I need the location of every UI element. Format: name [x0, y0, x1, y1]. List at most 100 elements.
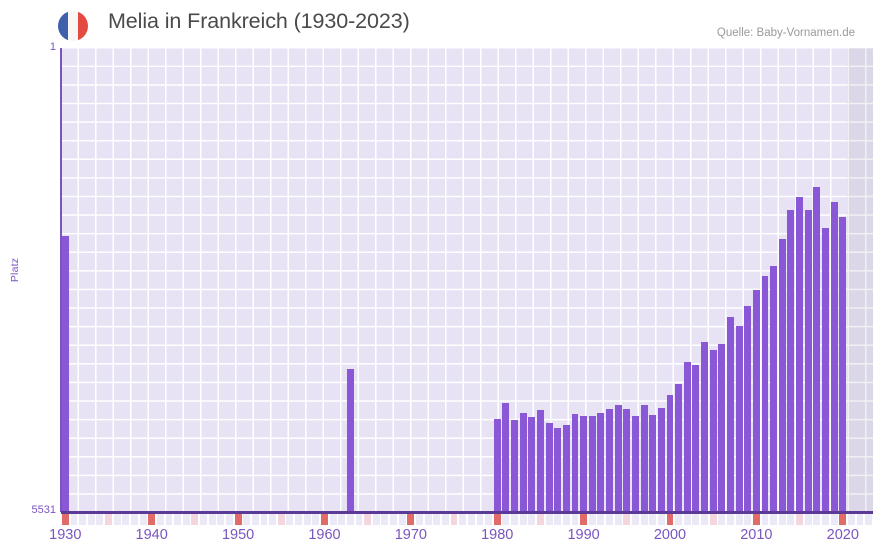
- bar[interactable]: [640, 405, 648, 512]
- bar[interactable]: [580, 416, 588, 512]
- x-tick-minor: [338, 514, 346, 525]
- x-tick-minor: [701, 514, 708, 525]
- bar[interactable]: [554, 428, 562, 512]
- bar[interactable]: [735, 326, 743, 512]
- x-tick-minor: [200, 514, 207, 525]
- x-tick-minor: [96, 514, 104, 525]
- bar[interactable]: [536, 410, 544, 512]
- x-tick-minor: [295, 514, 302, 525]
- bar[interactable]: [778, 239, 786, 512]
- x-axis-tick-label: 2010: [740, 527, 773, 543]
- bar[interactable]: [597, 412, 605, 512]
- bar[interactable]: [709, 349, 717, 512]
- x-tick-minor: [545, 514, 553, 525]
- x-tick-minor: [346, 514, 354, 525]
- bar[interactable]: [657, 407, 665, 512]
- bar[interactable]: [606, 408, 613, 512]
- x-tick-minor: [459, 514, 467, 525]
- bar[interactable]: [744, 306, 752, 512]
- x-tick-minor: [87, 514, 95, 525]
- x-tick-major: [321, 514, 328, 525]
- x-tick-minor: [156, 514, 164, 525]
- grid: [61, 48, 873, 512]
- bar[interactable]: [683, 361, 691, 512]
- bar[interactable]: [804, 209, 812, 512]
- bar[interactable]: [675, 384, 683, 512]
- x-tick-minor: [822, 514, 829, 525]
- source-attribution: Quelle: Baby-Vornamen.de: [716, 27, 855, 39]
- x-tick-minor: [562, 514, 570, 525]
- x-tick-minor: [303, 514, 311, 525]
- x-tick-minor: [519, 514, 527, 525]
- bar[interactable]: [61, 235, 69, 512]
- bar[interactable]: [796, 197, 804, 512]
- x-tick-minor: [830, 514, 838, 525]
- bar[interactable]: [528, 417, 536, 512]
- y-axis-title: Platz: [9, 257, 21, 283]
- bar[interactable]: [822, 228, 829, 512]
- bar[interactable]: [623, 408, 631, 512]
- bar[interactable]: [692, 365, 700, 512]
- bar[interactable]: [493, 418, 501, 512]
- x-tick-minor: [286, 514, 294, 525]
- bar[interactable]: [631, 416, 639, 512]
- x-tick-half: [709, 514, 717, 525]
- bar[interactable]: [727, 317, 734, 512]
- x-tick-minor: [847, 514, 855, 525]
- x-tick-minor: [692, 514, 700, 525]
- x-tick-half: [536, 514, 544, 525]
- x-tick-minor: [70, 514, 78, 525]
- x-tick-major: [148, 514, 156, 525]
- x-tick-minor: [804, 514, 812, 525]
- x-tick-minor: [865, 514, 873, 525]
- x-tick-major: [580, 514, 588, 525]
- x-axis-tick-label: 1970: [394, 527, 427, 543]
- x-axis-tick-label: 2020: [826, 527, 859, 543]
- bar[interactable]: [718, 344, 726, 512]
- x-tick-minor: [511, 514, 518, 525]
- x-tick-minor: [787, 514, 795, 525]
- bar[interactable]: [787, 209, 795, 512]
- shaded-region: [847, 48, 873, 512]
- y-axis-top-label: 1: [49, 41, 56, 53]
- x-tick-half: [450, 514, 458, 525]
- x-tick-minor: [675, 514, 683, 525]
- bar[interactable]: [666, 395, 674, 512]
- x-tick-minor: [614, 514, 622, 525]
- bar[interactable]: [571, 413, 579, 512]
- x-tick-half: [277, 514, 285, 525]
- x-tick-minor: [243, 514, 251, 525]
- x-tick-minor: [502, 514, 510, 525]
- x-tick-minor: [251, 514, 259, 525]
- bar[interactable]: [519, 412, 527, 512]
- x-tick-minor: [355, 514, 363, 525]
- x-tick-half: [105, 514, 112, 525]
- bar[interactable]: [588, 416, 596, 512]
- bar[interactable]: [761, 276, 769, 512]
- bar[interactable]: [770, 266, 778, 512]
- bar[interactable]: [649, 415, 657, 512]
- bar[interactable]: [511, 420, 518, 512]
- bar[interactable]: [346, 369, 354, 512]
- bar[interactable]: [545, 422, 553, 512]
- bar[interactable]: [752, 290, 760, 512]
- y-axis-bottom-label: 5531: [31, 504, 56, 516]
- bar-series: [61, 48, 873, 512]
- x-tick-minor: [381, 514, 389, 525]
- bar[interactable]: [614, 405, 622, 512]
- bar[interactable]: [562, 424, 570, 512]
- bar[interactable]: [813, 187, 821, 512]
- bar[interactable]: [839, 217, 847, 512]
- bar[interactable]: [502, 402, 510, 512]
- x-tick-minor: [113, 514, 121, 525]
- x-axis-tick-label: 1960: [308, 527, 341, 543]
- bar[interactable]: [830, 202, 838, 512]
- x-tick-minor: [416, 514, 423, 525]
- bar[interactable]: [701, 341, 708, 512]
- plot-area: [61, 48, 873, 512]
- x-tick-minor: [778, 514, 786, 525]
- x-tick-minor: [130, 514, 138, 525]
- x-tick-minor: [424, 514, 432, 525]
- x-tick-minor: [744, 514, 752, 525]
- x-tick-major: [234, 514, 242, 525]
